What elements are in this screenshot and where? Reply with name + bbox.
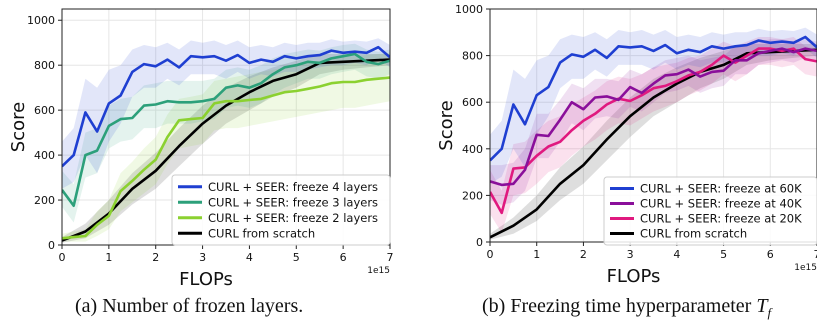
y-axis-label: Score xyxy=(436,100,457,150)
chart-panel-b: 0 1 2 3 4 5 6 7 0 200 400 600 800 1000 1e15 FLOPs Score C… xyxy=(436,3,817,287)
caption-a-text: (a) Number of frozen layers. xyxy=(75,295,304,317)
x-axis-label: FLOPs xyxy=(179,269,233,290)
ticks: 0 1 2 3 4 5 6 7 0 200 400 600 800 1000 xyxy=(27,14,394,264)
y-tick-label: 400 xyxy=(34,149,55,162)
series-line xyxy=(62,45,390,168)
series-band xyxy=(62,52,390,242)
x-tick-label: 7 xyxy=(814,248,817,261)
x-tick-label: 1 xyxy=(533,248,540,261)
ticks: 0 1 2 3 4 5 6 7 0 200 400 600 800 1000 xyxy=(455,3,817,261)
y-tick-label: 1000 xyxy=(455,3,483,16)
series-band xyxy=(490,37,817,233)
y-axis-label: Score xyxy=(8,102,29,152)
x-tick-label: 2 xyxy=(580,248,587,261)
x-tick-label: 5 xyxy=(293,251,300,264)
y-tick-label: 600 xyxy=(34,104,55,117)
y-tick-label: 200 xyxy=(34,194,55,207)
series-line xyxy=(490,47,817,215)
x-tick-label: 4 xyxy=(673,248,680,261)
x-tick-label: 4 xyxy=(246,251,253,264)
x-axis-label: FLOPs xyxy=(607,266,661,287)
x-multiplier-label: 1e15 xyxy=(367,266,390,276)
caption-b-math-sub: f xyxy=(767,305,772,320)
series-band xyxy=(490,39,817,205)
caption-a: (a) Number of frozen layers. xyxy=(75,295,303,318)
legend-label: CURL + SEER: freeze at 60K xyxy=(640,182,802,196)
series-band xyxy=(490,44,817,240)
x-tick-label: 5 xyxy=(720,248,727,261)
series-line xyxy=(62,58,390,242)
y-tick-label: 0 xyxy=(48,239,55,252)
legend-label: CURL + SEER: freeze 2 layers xyxy=(208,211,378,225)
grid xyxy=(61,9,391,246)
y-tick-label: 0 xyxy=(476,236,483,249)
x-tick-label: 6 xyxy=(767,248,774,261)
caption-b: (b) Freezing time hyperparameter Tf xyxy=(482,295,771,321)
legend-label: CURL from scratch xyxy=(640,227,747,241)
legend-label: CURL + SEER: freeze 4 layers xyxy=(208,180,378,194)
x-tick-label: 6 xyxy=(340,251,347,264)
y-tick-label: 800 xyxy=(34,59,55,72)
x-tick-label: 2 xyxy=(152,251,159,264)
legend-label: CURL + SEER: freeze at 20K xyxy=(640,212,802,226)
legend-label: CURL + SEER: freeze 3 layers xyxy=(208,195,378,209)
series-band xyxy=(62,43,390,223)
x-tick-label: 0 xyxy=(59,251,66,264)
legend-label: CURL from scratch xyxy=(208,226,315,240)
x-tick-label: 0 xyxy=(487,248,494,261)
y-tick-label: 200 xyxy=(462,189,483,202)
legend-box xyxy=(171,174,391,246)
series-line xyxy=(62,52,390,207)
series-band xyxy=(62,54,390,243)
caption-b-text: (b) Freezing time hyperparameter xyxy=(482,295,757,317)
series-band xyxy=(490,27,817,184)
legend-box xyxy=(603,176,817,246)
x-tick-label: 1 xyxy=(105,251,112,264)
y-tick-label: 400 xyxy=(462,143,483,156)
chart-panel-a: 0 1 2 3 4 5 6 7 0 200 400 600 800 1000 1e15 FLOPs Score C… xyxy=(8,8,394,290)
y-tick-label: 600 xyxy=(462,96,483,109)
y-tick-label: 800 xyxy=(462,50,483,63)
series-band xyxy=(62,38,390,189)
caption-b-math: T xyxy=(756,295,768,317)
plot-area xyxy=(62,38,390,243)
legend-label: CURL + SEER: freeze at 40K xyxy=(640,197,802,211)
series-line xyxy=(62,76,390,240)
y-tick-label: 1000 xyxy=(27,14,55,27)
plot-area xyxy=(490,27,817,240)
x-tick-label: 3 xyxy=(627,248,634,261)
series-line xyxy=(490,35,817,162)
x-tick-label: 7 xyxy=(387,251,394,264)
series-line xyxy=(490,47,817,187)
x-multiplier-label: 1e15 xyxy=(794,263,817,273)
x-tick-label: 3 xyxy=(199,251,206,264)
